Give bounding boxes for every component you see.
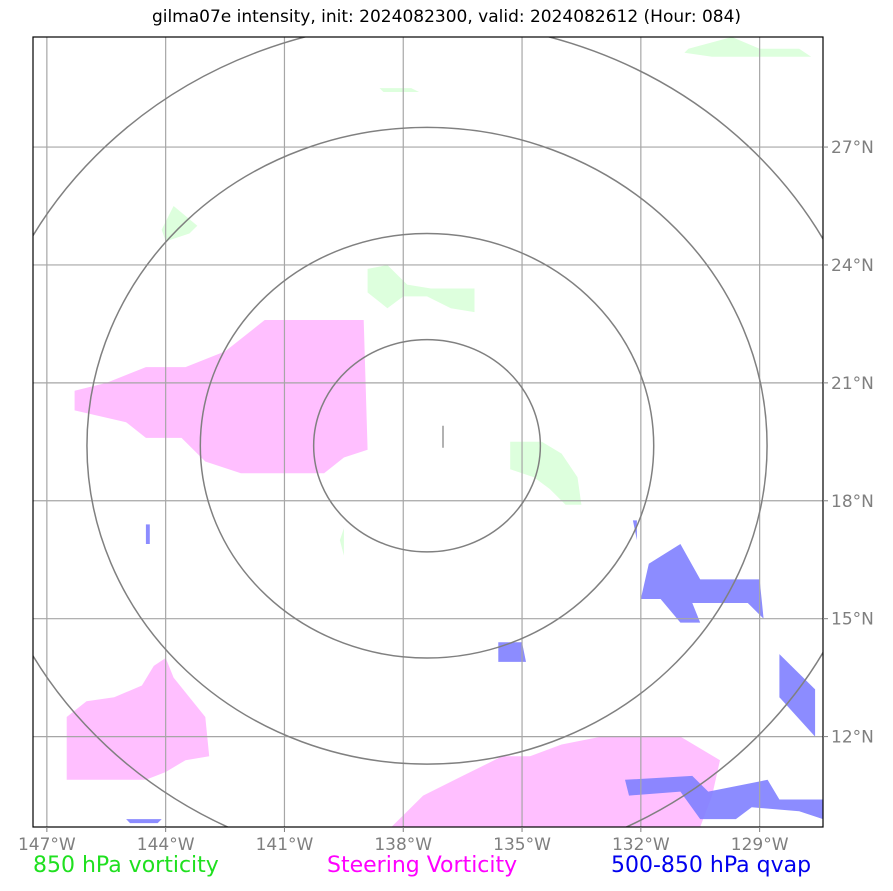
lon-tick-label-1: 144°W — [137, 835, 195, 855]
field-0-patch-1 — [367, 265, 475, 313]
field-2-patch-4 — [145, 524, 150, 544]
lon-tick-label-2: 141°W — [256, 835, 314, 855]
lat-tick-label-3: 21°N — [831, 374, 874, 394]
field-2-patch-3 — [779, 654, 816, 737]
field-0-patch-5 — [339, 528, 344, 556]
legend-850-vorticity: 850 hPa vorticity — [33, 853, 219, 878]
longitude-tick-labels: 147°W 144°W 141°W 138°W 135°W 132°W 129°W — [18, 827, 789, 855]
lat-tick-label-1: 15°N — [831, 610, 874, 630]
latitude-tick-labels: 12°N 15°N 18°N 21°N 24°N 27°N — [823, 138, 874, 748]
lat-tick-label-4: 24°N — [831, 256, 874, 276]
lon-tick-label-3: 138°W — [374, 835, 432, 855]
fields-layer — [66, 37, 823, 827]
field-2-patch-1 — [498, 642, 526, 662]
field-1-patch-0 — [74, 320, 368, 474]
field-2-patch-2 — [625, 775, 823, 820]
field-1-patch-2 — [391, 736, 720, 827]
legend-qvap: 500-850 hPa qvap — [611, 853, 812, 878]
lon-tick-label-6: 129°W — [731, 835, 789, 855]
lat-tick-label-5: 27°N — [831, 138, 874, 158]
legend-steering-vorticity: Steering Vorticity — [327, 853, 518, 878]
lon-tick-label-4: 135°W — [493, 835, 551, 855]
field-2-patch-6 — [126, 819, 162, 824]
range-ring-2 — [86, 126, 768, 765]
range-ring-0 — [312, 338, 542, 553]
field-0-patch-4 — [379, 88, 420, 92]
lat-tick-label-2: 18°N — [831, 492, 874, 512]
range-rings — [33, 37, 823, 827]
field-0-patch-0 — [510, 441, 582, 505]
map-frame — [32, 36, 824, 828]
lon-tick-label-5: 132°W — [612, 835, 670, 855]
lat-tick-label-0: 12°N — [831, 728, 874, 748]
gridlines — [33, 37, 823, 827]
range-ring-1 — [199, 232, 655, 659]
field-0-patch-2 — [161, 206, 198, 242]
field-1-patch-1 — [66, 658, 210, 780]
field-2-patch-0 — [640, 544, 764, 623]
chart-title: gilma07e intensity, init: 2024082300, va… — [151, 7, 742, 27]
lon-tick-label-0: 147°W — [18, 835, 76, 855]
field-0-patch-3 — [684, 37, 812, 57]
